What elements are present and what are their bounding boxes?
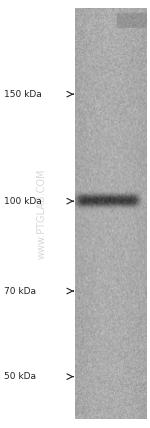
- Text: 70 kDa: 70 kDa: [4, 286, 36, 296]
- Text: 50 kDa: 50 kDa: [4, 372, 36, 381]
- Text: 150 kDa: 150 kDa: [4, 89, 42, 99]
- Text: www.PTGLAB.COM: www.PTGLAB.COM: [37, 169, 47, 259]
- Text: 100 kDa: 100 kDa: [4, 196, 42, 206]
